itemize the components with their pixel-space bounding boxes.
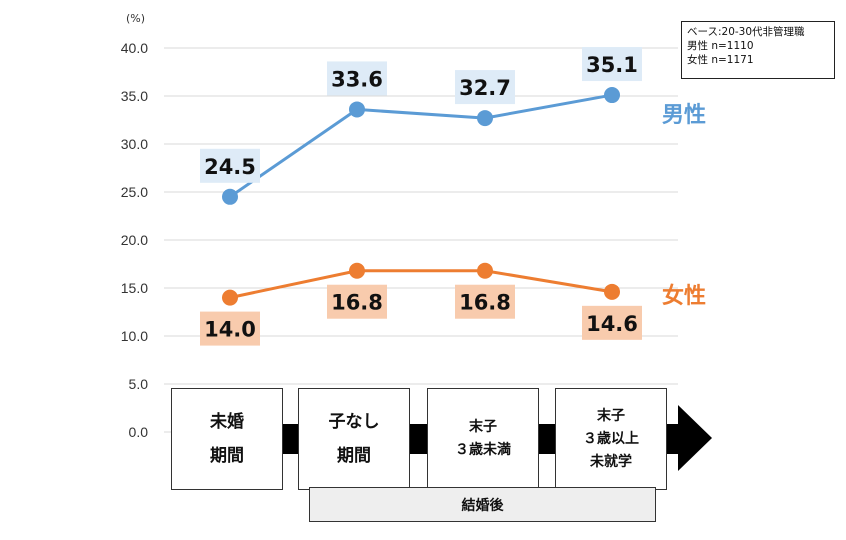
data-label-bg [327, 61, 387, 96]
stage-youngest-under-3-line2: ３歳未満 [455, 442, 511, 458]
y-tick-label: 30.0 [121, 136, 148, 152]
data-point [604, 87, 620, 104]
data-point [222, 188, 238, 205]
y-tick-label: 35.0 [121, 88, 148, 104]
data-point [477, 262, 493, 279]
stage-youngest-under-3-line1: 末子 [469, 419, 497, 435]
y-tick-label: 25.0 [121, 184, 148, 200]
series-male: 24.5 33.6 32.7 35.1 男性 [200, 47, 706, 205]
data-point [349, 101, 365, 118]
stage-youngest-3-preschool-line2: ３歳以上 [583, 430, 639, 447]
data-label: 16.8 [331, 291, 383, 315]
married-period-label: 結婚後 [461, 497, 504, 514]
timeline-shaft [667, 424, 681, 454]
data-point [477, 110, 493, 127]
stage-youngest-3-preschool-line3: 未就学 [590, 453, 632, 470]
data-label: 14.0 [204, 318, 256, 342]
data-point [222, 289, 238, 306]
data-point [604, 283, 620, 300]
data-label: 16.8 [459, 291, 511, 315]
married-period-bar: 結婚後 [309, 487, 656, 522]
data-label-bg [455, 284, 515, 319]
data-label: 35.1 [586, 53, 638, 77]
y-tick-label: 5.0 [129, 376, 149, 392]
y-unit-label: (%) [126, 12, 145, 25]
stage-youngest-under-3: 末子 ３歳未満 [427, 388, 539, 490]
series-line [229, 93, 613, 199]
sample-base-text: ベース:20-30代非管理職 [687, 26, 805, 38]
data-label: 14.6 [586, 312, 638, 336]
data-label-bg [582, 305, 642, 340]
data-label: 33.6 [331, 67, 383, 91]
data-point [349, 262, 365, 279]
y-axis-ticks: 40.0 35.0 30.0 25.0 20.0 15.0 10.0 5.0 0.0 [121, 40, 148, 440]
stage-no-children-line2: 期間 [337, 446, 371, 466]
data-label: 24.5 [204, 155, 256, 179]
data-label-bg [200, 311, 260, 346]
y-tick-label: 0.0 [129, 424, 149, 440]
data-label-bg [200, 148, 260, 183]
y-tick-label: 15.0 [121, 280, 148, 296]
data-label-bg [327, 284, 387, 319]
y-tick-label: 20.0 [121, 232, 148, 248]
series-layer: 24.5 33.6 32.7 35.1 男性 14.0 16.8 16.8 14.6 女性 [200, 47, 706, 346]
stage-unmarried: 未婚 期間 [171, 388, 283, 490]
stage-youngest-3-preschool: 末子 ３歳以上 未就学 [555, 388, 667, 490]
data-label-bg [582, 47, 642, 82]
sample-female-n: 女性 n=1171 [687, 54, 754, 66]
data-label: 32.7 [459, 76, 511, 100]
y-tick-label: 10.0 [121, 328, 148, 344]
sample-info-box: ベース:20-30代非管理職 男性 n=1110 女性 n=1171 [681, 21, 835, 79]
series-female: 14.0 16.8 16.8 14.6 女性 [200, 262, 706, 346]
series-line [229, 269, 613, 300]
y-tick-label: 40.0 [121, 40, 148, 56]
stage-connector [410, 424, 427, 454]
series-name-label: 女性 [662, 283, 706, 309]
sample-male-n: 男性 n=1110 [687, 40, 754, 52]
stage-connector [283, 424, 298, 454]
stage-no-children-line1: 子なし [328, 412, 380, 432]
data-label-bg [455, 70, 515, 105]
stage-youngest-3-preschool-line1: 末子 [597, 407, 625, 424]
series-name-label: 男性 [662, 103, 706, 128]
stage-unmarried-line2: 期間 [210, 446, 244, 466]
stage-connector [539, 424, 555, 454]
stage-unmarried-line1: 未婚 [210, 412, 244, 432]
y-grid [164, 47, 678, 433]
stage-no-children: 子なし 期間 [298, 388, 410, 490]
timeline-arrow-icon [678, 405, 712, 471]
